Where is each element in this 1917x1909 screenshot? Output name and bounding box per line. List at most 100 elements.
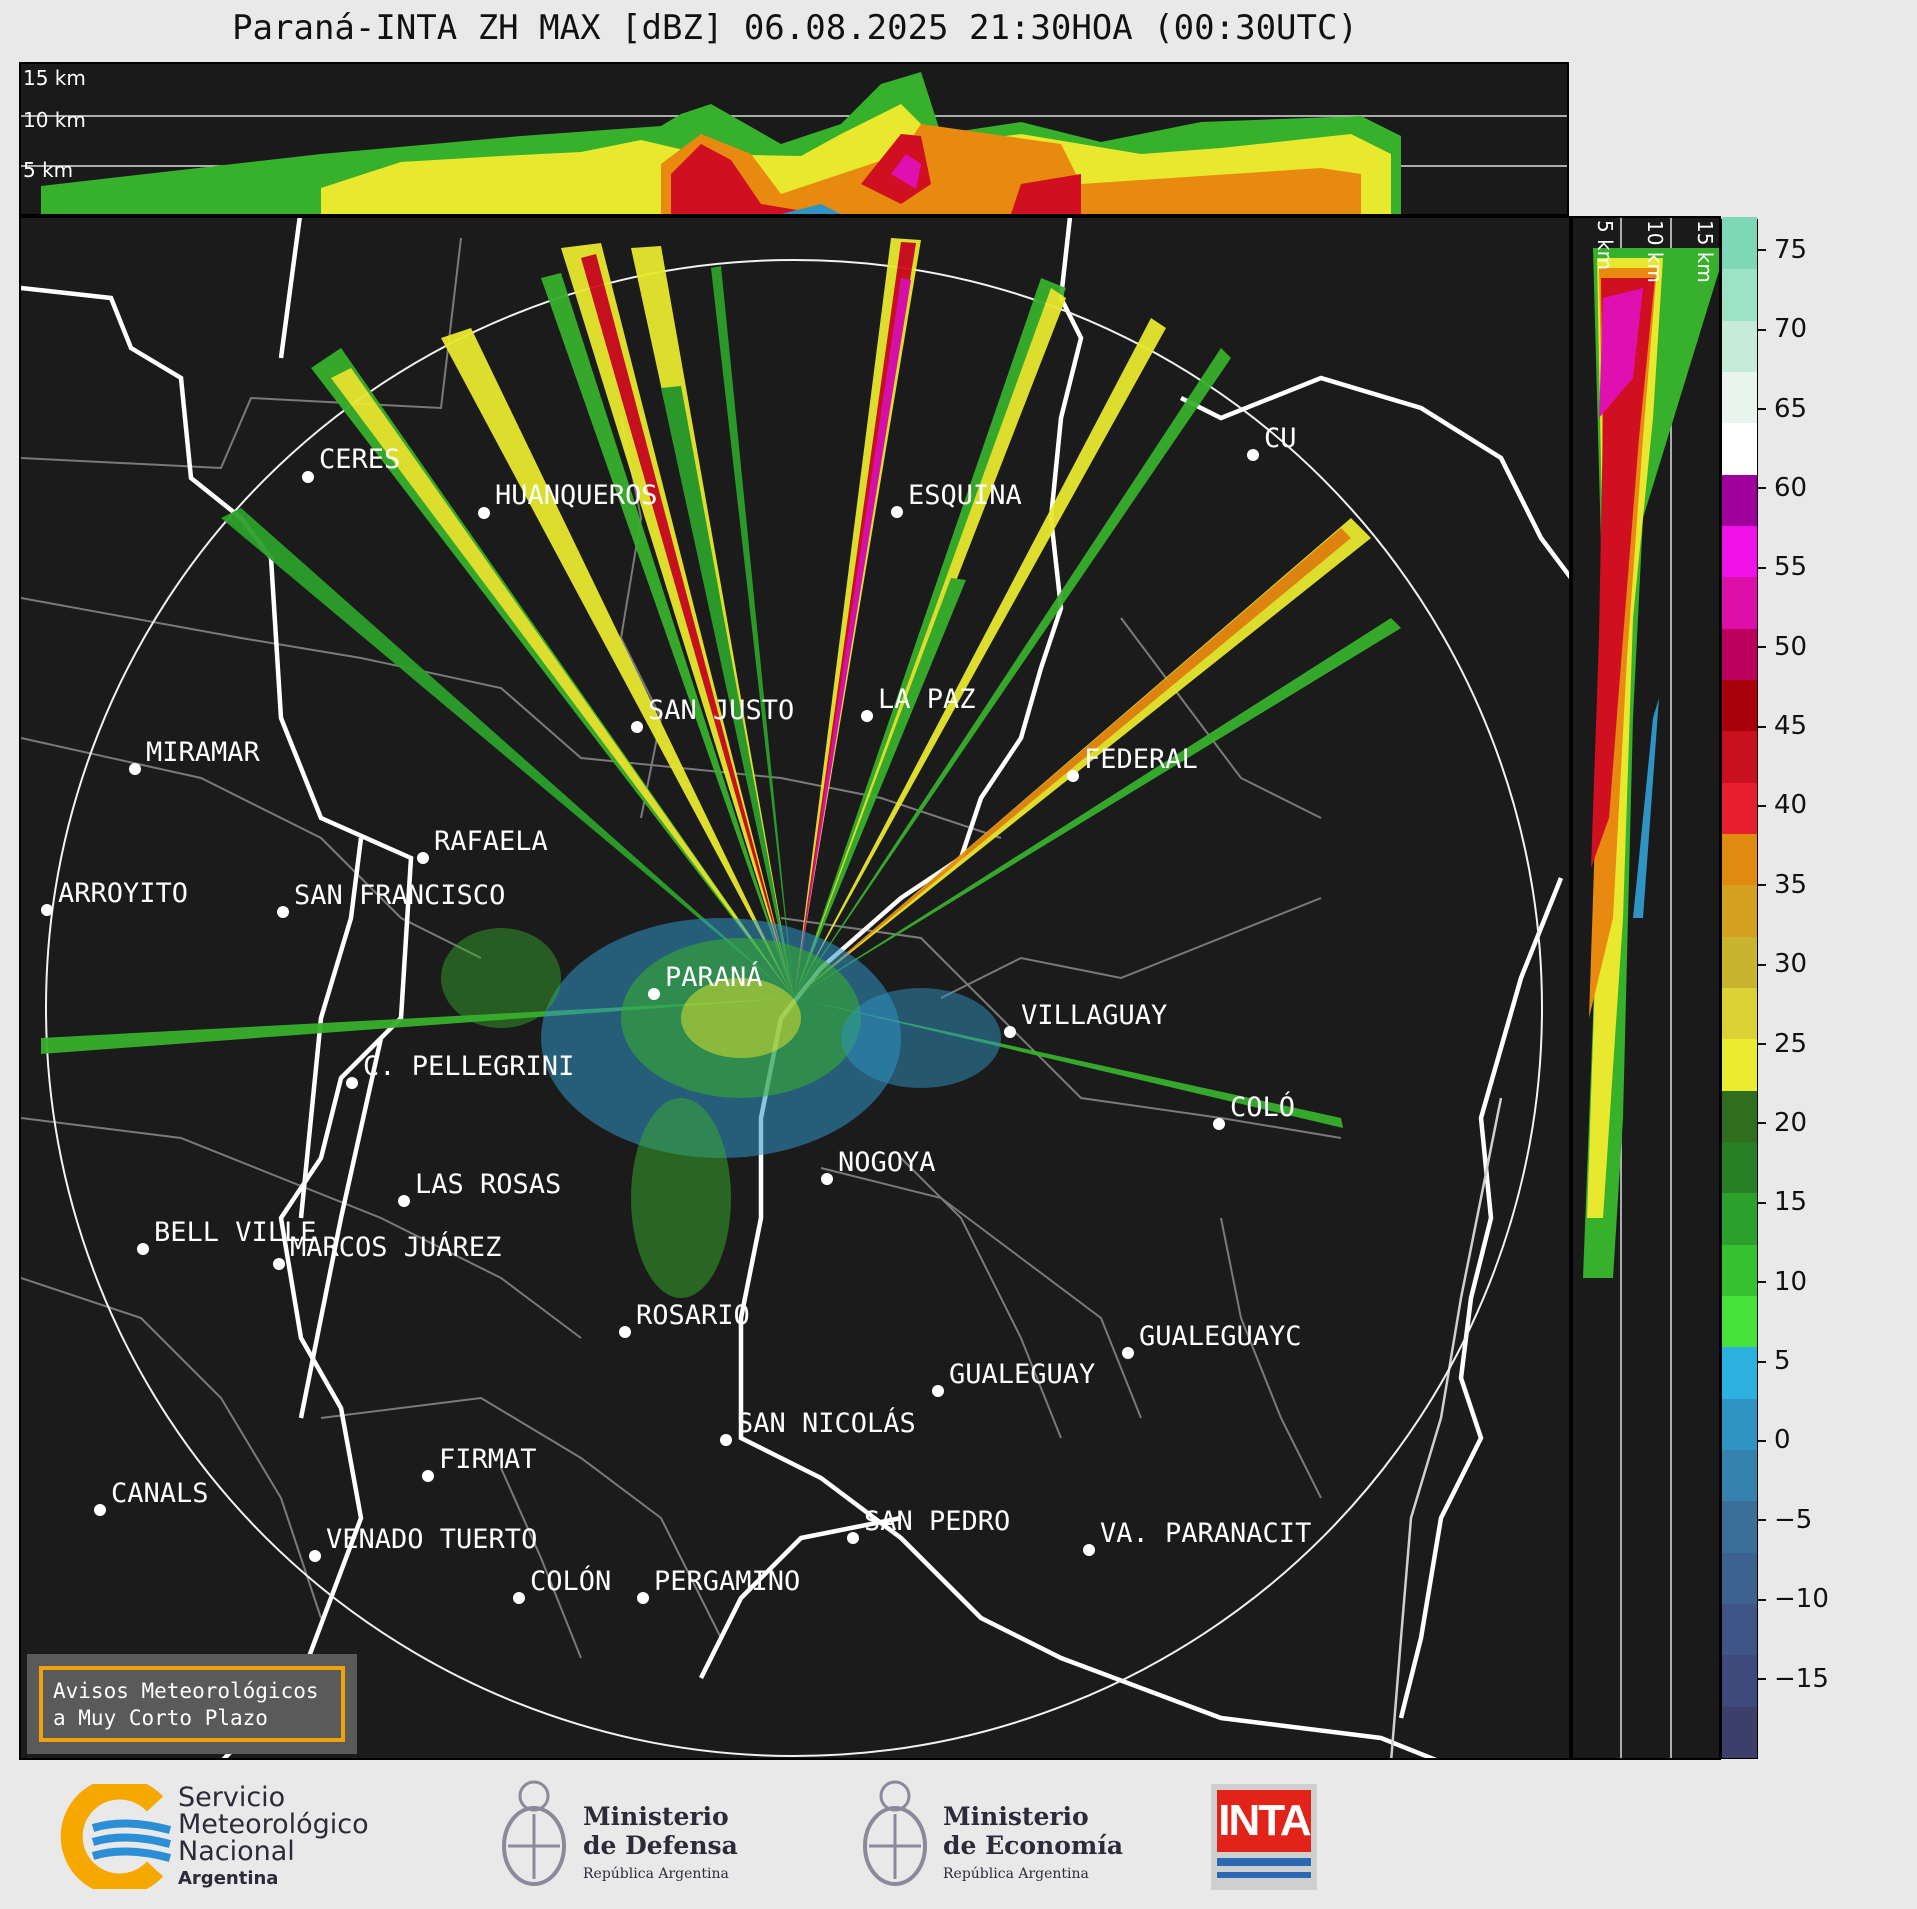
colorbar-segment <box>1722 1551 1757 1604</box>
city-label: MIRAMAR <box>146 737 260 768</box>
city-dot <box>478 507 490 519</box>
city-dot <box>94 1504 106 1516</box>
colorbar-segment <box>1722 833 1757 886</box>
city-label: VILLAGUAY <box>1021 1000 1168 1031</box>
colorbar-segment <box>1722 319 1757 372</box>
colorbar-segment <box>1722 1038 1757 1091</box>
colorbar-segment <box>1722 525 1757 578</box>
colorbar-tick-label: 10 <box>1758 1267 1807 1297</box>
colorbar-tick-label: −10 <box>1758 1584 1829 1614</box>
colorbar-tick-label: 70 <box>1758 314 1807 344</box>
colorbar-tick-label: −5 <box>1758 1505 1812 1535</box>
altitude-label-15km-vertical: 15 km <box>1693 220 1717 283</box>
colorbar-segment <box>1722 935 1757 988</box>
city-dot <box>637 1592 649 1604</box>
city-label: COLÓ <box>1230 1092 1296 1123</box>
colorbar-segment <box>1722 781 1757 834</box>
colorbar-tick-label: 20 <box>1758 1108 1807 1138</box>
city-dot <box>891 506 903 518</box>
city-dot <box>1247 449 1259 461</box>
colorbar-segment <box>1722 1192 1757 1245</box>
city-dot <box>861 710 873 722</box>
altitude-label-10km-vertical: 10 km <box>1643 220 1667 283</box>
colorbar-segment <box>1722 217 1757 270</box>
city-dot <box>417 852 429 864</box>
colorbar-tick-label: 55 <box>1758 552 1807 582</box>
city-label: GUALEGUAYC <box>1139 1321 1302 1352</box>
defensa-logo-text: Ministerio de Defensa República Argentin… <box>583 1802 738 1882</box>
city-dot <box>847 1532 859 1544</box>
smn-logo-icon <box>60 1784 172 1889</box>
city-dot <box>41 904 53 916</box>
city-dot <box>631 721 643 733</box>
dbz-colorbar-ticks: 75 70 65 60 55 50 45 40 35 30 25 20 15 10 5 0 −5 −10 −15 <box>1758 219 1878 1759</box>
city-label: SAN NICOLÁS <box>737 1408 916 1439</box>
department-borders <box>21 237 1342 1659</box>
city-dot <box>277 906 289 918</box>
colorbar-tick-label: −15 <box>1758 1664 1829 1694</box>
smn-logo-text: Servicio Meteorológico Nacional Argentin… <box>178 1782 369 1889</box>
colorbar-segment <box>1722 730 1757 783</box>
colorbar-segment <box>1722 1397 1757 1450</box>
colorbar-segment <box>1722 576 1757 629</box>
colorbar-segment <box>1722 679 1757 732</box>
colorbar-segment <box>1722 1654 1757 1707</box>
top-cross-section-panel: 15 km 10 km 5 km <box>19 62 1569 216</box>
city-label: RAFAELA <box>434 826 548 857</box>
colorbar-segment <box>1722 1603 1757 1656</box>
colorbar-segment <box>1722 422 1757 475</box>
economia-logo-text: Ministerio de Economía República Argenti… <box>943 1802 1124 1882</box>
top-cross-section-plot <box>21 72 1567 214</box>
colorbar-segment <box>1722 1449 1757 1502</box>
city-label: ESQUINA <box>908 480 1022 511</box>
city-dot <box>1004 1026 1016 1038</box>
city-label: ROSARIO <box>636 1300 750 1331</box>
logo-strip: Servicio Meteorológico Nacional Argentin… <box>0 1762 1917 1909</box>
city-label: CANALS <box>111 1478 209 1509</box>
colorbar-segment <box>1722 1141 1757 1194</box>
side-cross-section-panel: 5 km 10 km 15 km <box>1571 216 1721 1760</box>
city-dot <box>398 1195 410 1207</box>
colorbar-tick-label: 65 <box>1758 394 1807 424</box>
nowcasting-notice-box: Avisos Meteorológicos a Muy Corto Plazo <box>27 1654 357 1754</box>
city-dot <box>619 1326 631 1338</box>
colorbar-segment <box>1722 1346 1757 1399</box>
city-label: NOGOYA <box>838 1147 936 1178</box>
city-label: FIRMAT <box>439 1444 537 1475</box>
colorbar-tick-label: 60 <box>1758 473 1807 503</box>
city-dot <box>422 1470 434 1482</box>
altitude-label-10km: 10 km <box>23 108 86 132</box>
radar-range-ring <box>45 259 1543 1757</box>
city-dot <box>302 471 314 483</box>
colorbar-segment <box>1722 268 1757 321</box>
colorbar-segment <box>1722 1243 1757 1296</box>
city-label: CU <box>1264 423 1297 454</box>
city-dot <box>1067 770 1079 782</box>
colorbar-tick-label: 25 <box>1758 1029 1807 1059</box>
altitude-label-5km: 5 km <box>23 158 74 182</box>
city-dot <box>1213 1118 1225 1130</box>
radar-site-dot <box>648 988 660 1000</box>
colorbar-tick-label: 40 <box>1758 790 1807 820</box>
city-dot <box>932 1385 944 1397</box>
city-label: COLÓN <box>530 1566 612 1597</box>
city-label: VENADO TUERTO <box>326 1524 538 1555</box>
colorbar-tick-label: 45 <box>1758 711 1807 741</box>
colorbar-segment <box>1722 1705 1757 1758</box>
city-label: SAN JUSTO <box>648 695 795 726</box>
dbz-colorbar <box>1721 217 1758 1759</box>
colorbar-segment <box>1722 371 1757 424</box>
colorbar-tick-label: 0 <box>1758 1425 1791 1455</box>
city-label: LAS ROSAS <box>415 1169 562 1200</box>
inta-logo-text: INTA <box>1217 1790 1312 1852</box>
city-dot <box>1083 1544 1095 1556</box>
city-dot <box>137 1243 149 1255</box>
side-cross-section-plot <box>1583 218 1719 1758</box>
radar-map[interactable]: CERES HUANQUEROS ESQUINA CU SAN JUSTO LA… <box>19 216 1571 1760</box>
city-dot <box>129 763 141 775</box>
altitude-label-5km-vertical: 5 km <box>1593 220 1617 271</box>
city-dot <box>1122 1347 1134 1359</box>
colorbar-tick-label: 50 <box>1758 632 1807 662</box>
city-dot <box>513 1592 525 1604</box>
colorbar-tick-label: 5 <box>1758 1346 1791 1376</box>
